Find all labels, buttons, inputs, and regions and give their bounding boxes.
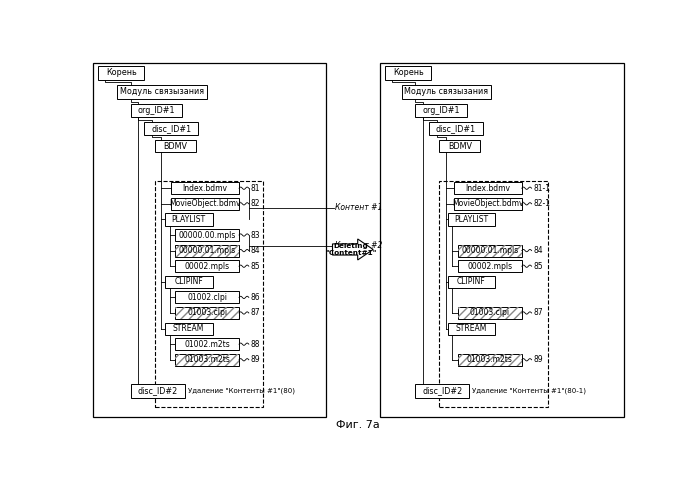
Text: org_ID#1: org_ID#1: [138, 106, 175, 115]
Text: 00002.mpls: 00002.mpls: [185, 262, 230, 271]
Text: disc_ID#1: disc_ID#1: [151, 124, 192, 133]
Text: Удаление "Контенты #1"(80-1): Удаление "Контенты #1"(80-1): [472, 388, 586, 394]
Bar: [144, 122, 199, 135]
Bar: [175, 307, 239, 319]
Bar: [165, 276, 212, 288]
Bar: [175, 245, 239, 257]
Text: CLIPINF: CLIPINF: [457, 277, 486, 287]
Text: 00000.01.mpls: 00000.01.mpls: [178, 246, 236, 255]
Bar: [401, 85, 491, 99]
Bar: [458, 307, 522, 319]
Text: 81-1: 81-1: [533, 184, 550, 193]
Bar: [98, 66, 144, 80]
Text: PLAYLIST: PLAYLIST: [454, 215, 489, 224]
Text: STREAM: STREAM: [456, 324, 487, 333]
Text: Фиг. 7а: Фиг. 7а: [336, 420, 380, 430]
Bar: [458, 245, 522, 257]
Bar: [155, 139, 196, 153]
Text: disc_ID#1: disc_ID#1: [435, 124, 476, 133]
Text: 82: 82: [250, 199, 260, 208]
Bar: [447, 213, 496, 225]
Text: Корень: Корень: [393, 69, 424, 78]
Bar: [440, 139, 480, 153]
Bar: [447, 276, 496, 288]
Text: Удаление "Контенты #1"(80): Удаление "Контенты #1"(80): [187, 388, 294, 394]
Bar: [454, 198, 522, 210]
Text: 83: 83: [250, 231, 260, 240]
Bar: [131, 104, 182, 118]
Bar: [171, 198, 239, 210]
Text: 85: 85: [250, 262, 260, 271]
Text: STREAM: STREAM: [173, 324, 204, 333]
Text: MovieObject.bdmv: MovieObject.bdmv: [452, 199, 524, 208]
Text: Модуль связызания: Модуль связызания: [404, 87, 489, 96]
Text: disc_ID#2: disc_ID#2: [138, 386, 178, 396]
Text: 85: 85: [533, 262, 543, 271]
Bar: [175, 354, 239, 366]
Text: 01003.m2ts: 01003.m2ts: [184, 355, 230, 364]
Bar: [165, 213, 212, 225]
Text: disc_ID#2: disc_ID#2: [422, 386, 462, 396]
Text: 81: 81: [250, 184, 260, 193]
Text: 89: 89: [250, 355, 260, 364]
Bar: [385, 66, 431, 80]
Bar: [175, 338, 239, 350]
Bar: [440, 181, 548, 408]
FancyArrow shape: [333, 239, 373, 260]
Text: 86: 86: [250, 293, 260, 302]
Text: 88: 88: [250, 340, 260, 349]
Text: 82-1: 82-1: [533, 199, 550, 208]
Bar: [175, 245, 239, 257]
Text: BDMV: BDMV: [164, 141, 187, 151]
Text: 84: 84: [533, 246, 543, 255]
Text: 84: 84: [250, 246, 260, 255]
Bar: [415, 104, 467, 118]
Text: 01002.m2ts: 01002.m2ts: [185, 340, 230, 349]
Bar: [380, 63, 624, 417]
Text: 00000.01.mpls: 00000.01.mpls: [461, 246, 519, 255]
Text: Index.bdmv: Index.bdmv: [466, 184, 510, 193]
Text: Контент #2: Контент #2: [335, 241, 382, 250]
Bar: [175, 354, 239, 366]
Text: 00002.mpls: 00002.mpls: [468, 262, 512, 271]
Text: org_ID#1: org_ID#1: [422, 106, 460, 115]
Bar: [175, 260, 239, 272]
Bar: [458, 260, 522, 272]
Text: MovieObject.bdmv: MovieObject.bdmv: [169, 199, 241, 208]
Text: Модуль связызания: Модуль связызания: [120, 87, 204, 96]
Text: BDMV: BDMV: [448, 141, 472, 151]
Bar: [93, 63, 326, 417]
Text: PLAYLIST: PLAYLIST: [172, 215, 206, 224]
Bar: [447, 323, 496, 334]
Bar: [175, 291, 239, 303]
Bar: [458, 354, 522, 366]
Bar: [415, 384, 469, 398]
Text: 00000.00.mpls: 00000.00.mpls: [178, 231, 236, 240]
Text: 89: 89: [533, 355, 543, 364]
Text: 01002.clpi: 01002.clpi: [187, 293, 227, 302]
Text: 87: 87: [533, 308, 543, 318]
Bar: [165, 323, 212, 334]
Bar: [454, 182, 522, 194]
Text: Контент #1: Контент #1: [335, 203, 382, 212]
Text: CLIPINF: CLIPINF: [174, 277, 203, 287]
Text: Deleting
"Content#1": Deleting "Content#1": [325, 243, 377, 256]
Bar: [428, 122, 483, 135]
Bar: [171, 182, 239, 194]
Text: 87: 87: [250, 308, 260, 318]
Text: Корень: Корень: [106, 69, 136, 78]
Bar: [175, 307, 239, 319]
Text: 01003.clpi: 01003.clpi: [470, 308, 510, 318]
Bar: [117, 85, 207, 99]
Text: Index.bdmv: Index.bdmv: [182, 184, 228, 193]
Bar: [131, 384, 185, 398]
Bar: [458, 245, 522, 257]
Text: 01003.m2ts: 01003.m2ts: [467, 355, 513, 364]
Text: 01003.clpi: 01003.clpi: [187, 308, 227, 318]
Bar: [458, 307, 522, 319]
Bar: [175, 229, 239, 241]
Bar: [458, 354, 522, 366]
Bar: [155, 181, 264, 408]
